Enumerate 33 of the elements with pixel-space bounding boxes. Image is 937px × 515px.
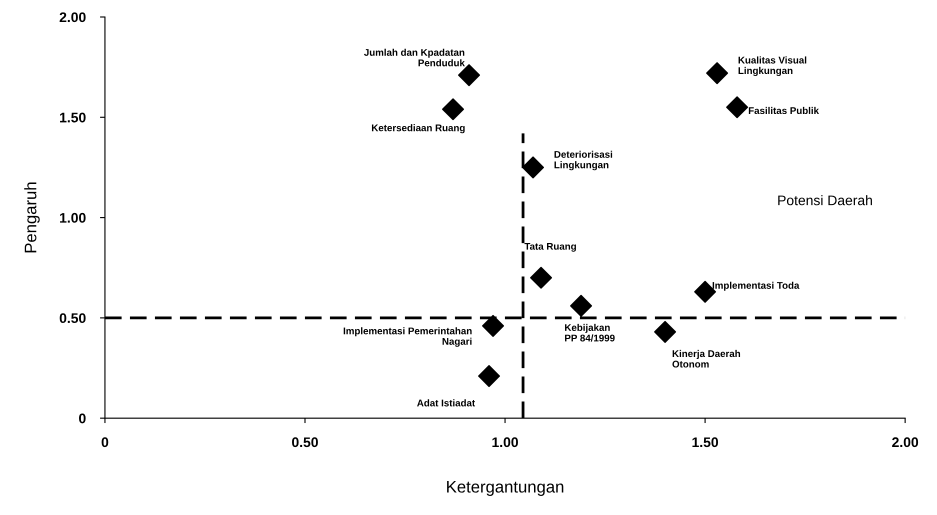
point bbox=[482, 314, 504, 337]
point bbox=[478, 365, 500, 388]
x-tick-label: 2.00 bbox=[892, 437, 918, 448]
point bbox=[654, 320, 676, 343]
point bbox=[706, 62, 728, 84]
annotation: Kinerja Daerah Otonom bbox=[672, 350, 740, 368]
x-tick-label: 1.00 bbox=[492, 437, 518, 448]
x-tick-label: 0.50 bbox=[292, 437, 318, 448]
y-tick-label: 0.50 bbox=[60, 313, 86, 324]
point bbox=[570, 294, 592, 317]
annotation: Tata Ruang bbox=[524, 242, 576, 252]
point bbox=[530, 266, 552, 289]
annotation: Kebijakan PP 84/1999 bbox=[565, 324, 615, 342]
y-tick-label: 2.00 bbox=[60, 12, 86, 22]
x-tick-label: 0 bbox=[102, 437, 108, 448]
annotation: Implementasi Pemerintahan Nagari bbox=[344, 327, 472, 347]
y-tick-label: 0 bbox=[79, 414, 86, 424]
y-tick-label: 1.50 bbox=[60, 112, 86, 122]
annotation: Potensi Daerah bbox=[778, 195, 872, 206]
annotation: Jumlah dan Kpadatan Penduduk bbox=[364, 48, 465, 66]
annotation: Implementasi Toda bbox=[712, 282, 800, 291]
y-axis-title: Pengaruh bbox=[24, 182, 40, 252]
annotation: Ketersediaan Ruang bbox=[372, 124, 465, 134]
y-tick-label: 1.00 bbox=[60, 212, 86, 223]
point bbox=[442, 98, 464, 120]
x-axis-title: Ketergantungan bbox=[447, 481, 564, 496]
annotation: Fasilitas Publik bbox=[748, 106, 819, 114]
annotation: Adat Istiadat bbox=[417, 399, 476, 406]
x-tick-label: 1.50 bbox=[692, 437, 718, 448]
annotation: Deteriorisasi Lingkungan bbox=[554, 150, 612, 170]
annotation: Kualitas Visual Lingkungan bbox=[738, 56, 806, 76]
point bbox=[522, 156, 544, 178]
point bbox=[726, 96, 748, 118]
